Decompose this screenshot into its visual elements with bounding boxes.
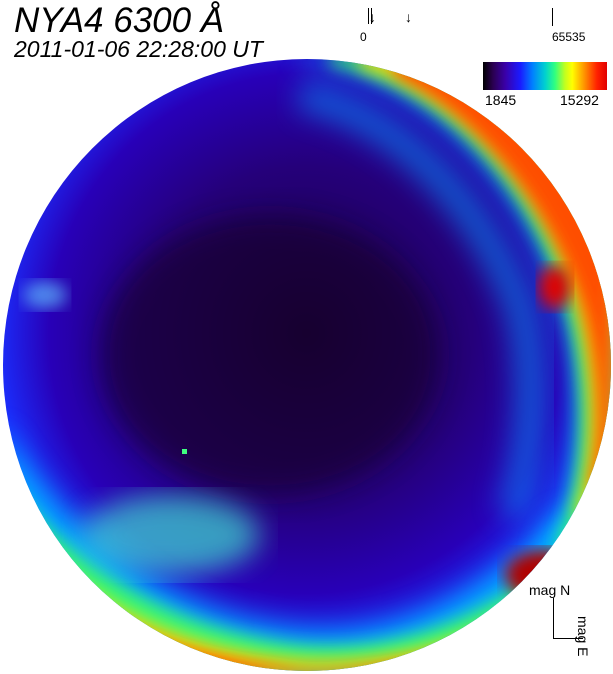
mag-north-label: mag N	[529, 582, 571, 598]
compass-north-line	[553, 598, 554, 638]
scale-tick-min	[368, 8, 369, 24]
image-timestamp: 2011-01-06 22:28:00 UT	[14, 36, 263, 62]
arrow-down-icon: ↓	[369, 9, 376, 25]
mag-east-label: mag E	[575, 616, 591, 657]
image-title: NYA4 6300 Å	[14, 1, 225, 40]
compass-east-line	[553, 638, 583, 639]
colorbar	[483, 62, 607, 90]
scale-min-label: 0	[360, 30, 367, 44]
all-sky-image	[3, 59, 611, 671]
scale-max-label: 65535	[552, 30, 586, 44]
colorbar-min-label: 1845	[485, 92, 517, 108]
scale-tick-max	[552, 8, 553, 26]
arrow-down-icon: ↓	[405, 9, 412, 25]
colorbar-max-label: 15292	[560, 92, 599, 108]
scale-tick-min-2	[371, 8, 372, 24]
